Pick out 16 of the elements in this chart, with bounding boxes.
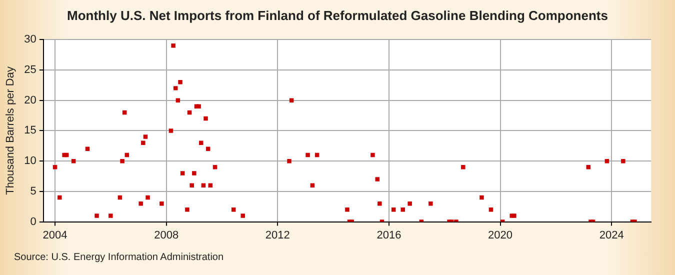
x-tick-label: 2024 (599, 229, 624, 242)
y-tick-label: 5 (30, 185, 36, 198)
y-tick-label: 0 (30, 216, 36, 228)
x-tick-label: 2016 (376, 229, 402, 242)
x-tick-label: 2012 (265, 229, 290, 242)
chart-title: Monthly U.S. Net Imports from Finland of Reformulated Gasoline Blending Components (66, 8, 609, 23)
y-tick-label: 25 (24, 64, 36, 76)
y-tick-label: 10 (24, 155, 36, 168)
x-tick-label: 2020 (488, 229, 513, 242)
x-tick-label: 2008 (154, 229, 179, 242)
y-axis-title: Thousand Barrels per Day (4, 66, 17, 195)
y-tick-label: 15 (24, 124, 36, 137)
y-tick-label: 20 (24, 94, 36, 106)
y-tick-label: 30 (24, 34, 36, 46)
source-note: Source: U.S. Energy Information Administration (14, 252, 224, 263)
x-tick-label: 2004 (42, 229, 68, 242)
